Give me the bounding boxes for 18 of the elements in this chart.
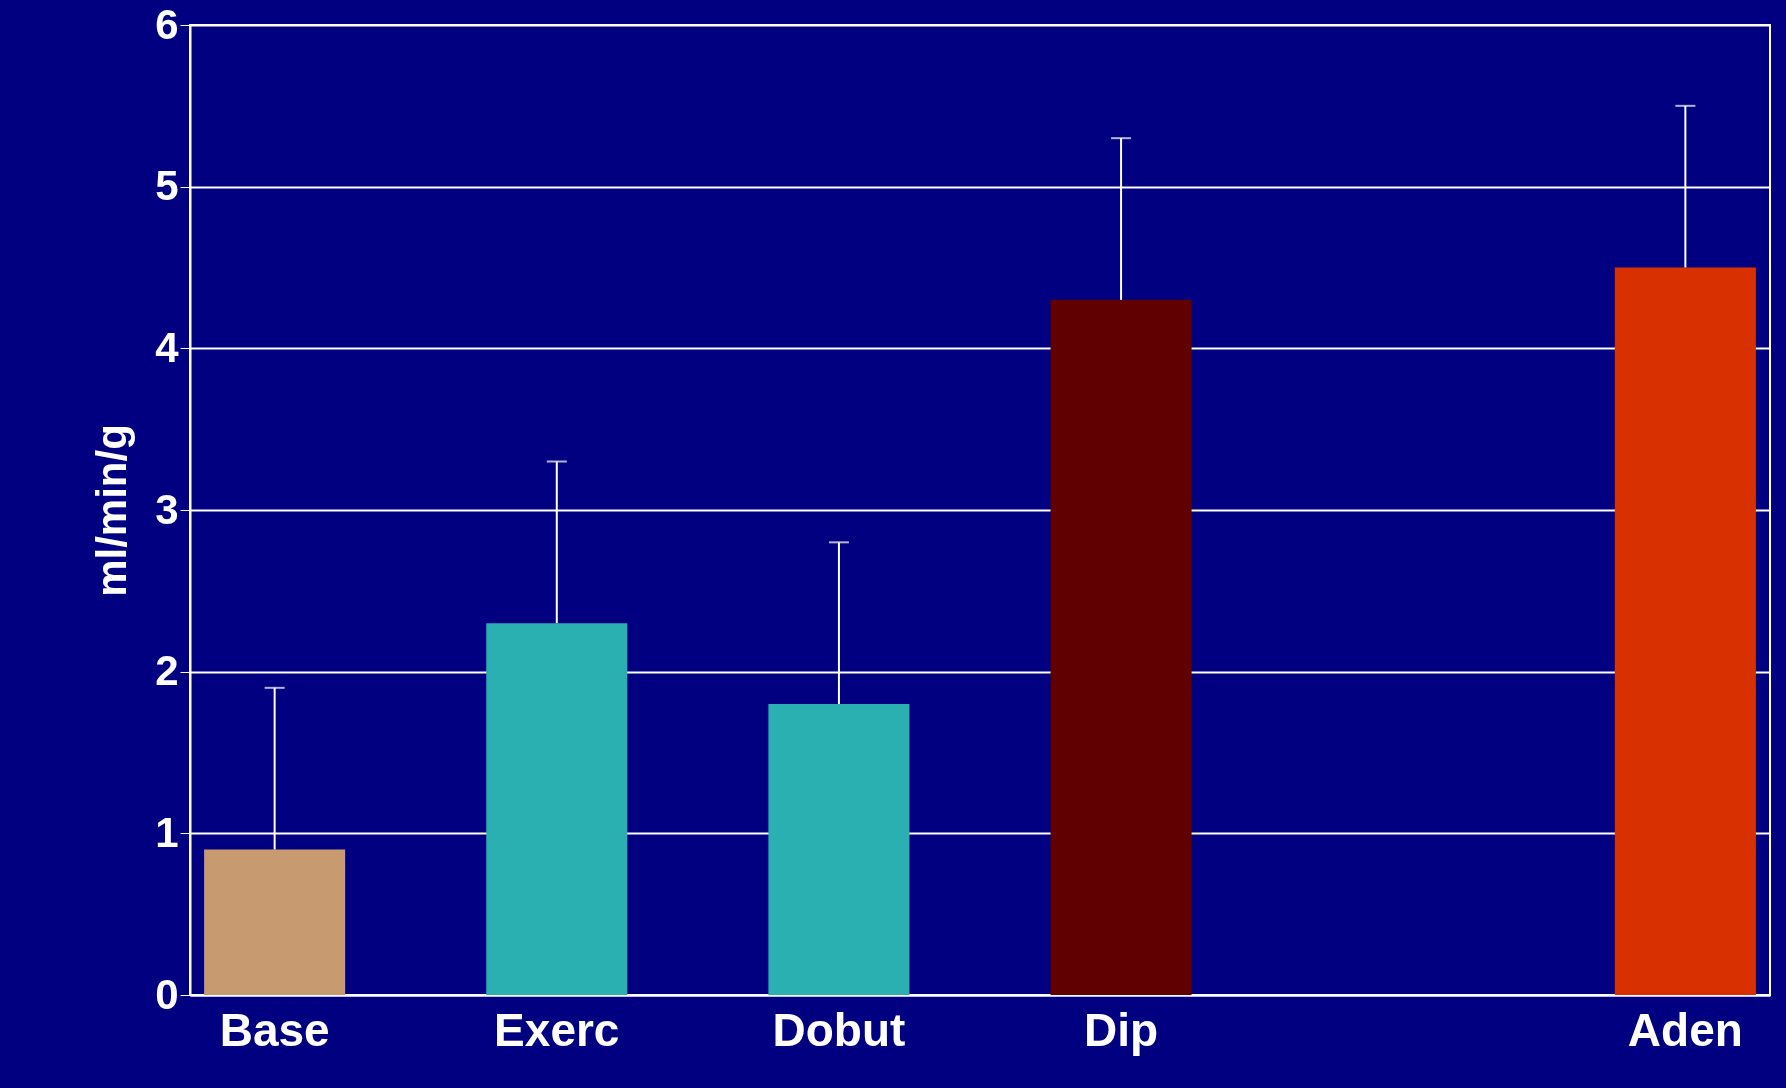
y-tick-label: 1 [155, 808, 179, 856]
x-tick-label: Dip [1084, 1003, 1159, 1056]
y-axis-title: ml/min/g [88, 424, 136, 597]
x-tick-label: Exerc [494, 1003, 620, 1056]
y-tick-label: 4 [155, 323, 180, 371]
x-tick-label: Base [219, 1003, 330, 1056]
x-tick-label: Dobut [772, 1003, 906, 1056]
y-tick-label: 6 [155, 0, 179, 48]
bar [1050, 299, 1192, 995]
bar [204, 849, 346, 995]
y-tick-label: 5 [155, 162, 179, 210]
bar [486, 623, 628, 995]
y-tick-label: 2 [155, 647, 179, 695]
y-tick-label: 0 [155, 970, 179, 1018]
x-tick-label: Aden [1627, 1003, 1743, 1056]
y-tick-label: 3 [155, 485, 179, 533]
bar [1614, 267, 1756, 995]
bar [768, 704, 910, 995]
